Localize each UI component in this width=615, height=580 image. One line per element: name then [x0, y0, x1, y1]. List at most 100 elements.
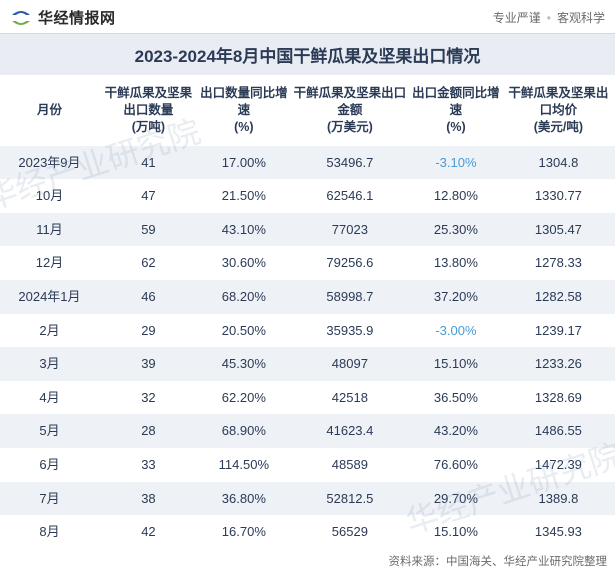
- data-table-wrap: 月份干鲜瓜果及坚果出口数量(万吨)出口数量同比增速(%)干鲜瓜果及坚果出口金额(…: [0, 75, 615, 549]
- table-row: 2023年9月4117.00%53496.7-3.10%1304.8: [0, 146, 615, 180]
- table-row: 11月5943.10%7702325.30%1305.47: [0, 213, 615, 247]
- table-cell: 3月: [0, 347, 99, 381]
- table-cell: 53496.7: [290, 146, 410, 180]
- table-cell: 48097: [290, 347, 410, 381]
- tagline-left: 专业严谨: [493, 11, 541, 25]
- table-row: 8月4216.70%5652915.10%1345.93: [0, 515, 615, 549]
- table-cell: 21.50%: [198, 179, 290, 213]
- table-cell: 68.90%: [198, 414, 290, 448]
- table-cell: 42: [99, 515, 198, 549]
- table-cell: 10月: [0, 179, 99, 213]
- table-cell: 59: [99, 213, 198, 247]
- table-cell: 6月: [0, 448, 99, 482]
- table-cell: 16.70%: [198, 515, 290, 549]
- table-cell: 33: [99, 448, 198, 482]
- table-cell: 58998.7: [290, 280, 410, 314]
- table-cell: 56529: [290, 515, 410, 549]
- brand-name: 华经情报网: [38, 7, 116, 28]
- table-row: 5月2868.90%41623.443.20%1486.55: [0, 414, 615, 448]
- table-cell: 30.60%: [198, 246, 290, 280]
- table-cell: 25.30%: [410, 213, 502, 247]
- table-cell: 46: [99, 280, 198, 314]
- table-cell: 1233.26: [502, 347, 615, 381]
- table-cell: 1486.55: [502, 414, 615, 448]
- table-cell: 38: [99, 482, 198, 516]
- tagline: 专业严谨•客观科学: [493, 9, 605, 26]
- table-cell: 1472.39: [502, 448, 615, 482]
- table-row: 12月6230.60%79256.613.80%1278.33: [0, 246, 615, 280]
- table-cell: 1305.47: [502, 213, 615, 247]
- table-cell: 2023年9月: [0, 146, 99, 180]
- table-cell: 29.70%: [410, 482, 502, 516]
- table-cell: 2月: [0, 314, 99, 348]
- table-row: 2月2920.50%35935.9-3.00%1239.17: [0, 314, 615, 348]
- table-cell: 47: [99, 179, 198, 213]
- table-cell: 114.50%: [198, 448, 290, 482]
- table-cell: 1389.8: [502, 482, 615, 516]
- table-cell: 62: [99, 246, 198, 280]
- table-row: 6月33114.50%4858976.60%1472.39: [0, 448, 615, 482]
- table-cell: 1345.93: [502, 515, 615, 549]
- col-header: 出口数量同比增速(%): [198, 75, 290, 146]
- table-row: 10月4721.50%62546.112.80%1330.77: [0, 179, 615, 213]
- table-cell: 48589: [290, 448, 410, 482]
- table-cell: 15.10%: [410, 347, 502, 381]
- table-cell: 62.20%: [198, 381, 290, 415]
- table-row: 4月3262.20%4251836.50%1328.69: [0, 381, 615, 415]
- tagline-right: 客观科学: [557, 11, 605, 25]
- table-cell: 1278.33: [502, 246, 615, 280]
- table-cell: 5月: [0, 414, 99, 448]
- table-cell: 1328.69: [502, 381, 615, 415]
- table-cell: 12月: [0, 246, 99, 280]
- table-row: 2024年1月4668.20%58998.737.20%1282.58: [0, 280, 615, 314]
- table-cell: 37.20%: [410, 280, 502, 314]
- col-header: 干鲜瓜果及坚果出口均价(美元/吨): [502, 75, 615, 146]
- table-cell: 62546.1: [290, 179, 410, 213]
- table-cell: 39: [99, 347, 198, 381]
- table-row: 7月3836.80%52812.529.70%1389.8: [0, 482, 615, 516]
- title-bar: 2023-2024年8月中国干鲜瓜果及坚果出口情况: [0, 34, 615, 75]
- table-cell: 8月: [0, 515, 99, 549]
- brand: 华经情报网: [10, 7, 116, 29]
- table-cell: 41623.4: [290, 414, 410, 448]
- table-cell: 17.00%: [198, 146, 290, 180]
- table-cell: 11月: [0, 213, 99, 247]
- table-body: 2023年9月4117.00%53496.7-3.10%1304.810月472…: [0, 146, 615, 549]
- table-cell: 42518: [290, 381, 410, 415]
- table-cell: 35935.9: [290, 314, 410, 348]
- col-header: 出口金额同比增速(%): [410, 75, 502, 146]
- table-cell: 43.10%: [198, 213, 290, 247]
- table-cell: 7月: [0, 482, 99, 516]
- table-cell: 45.30%: [198, 347, 290, 381]
- table-cell: 28: [99, 414, 198, 448]
- table-cell: -3.00%: [410, 314, 502, 348]
- table-cell: 36.50%: [410, 381, 502, 415]
- table-cell: 4月: [0, 381, 99, 415]
- table-cell: 15.10%: [410, 515, 502, 549]
- table-cell: 76.60%: [410, 448, 502, 482]
- table-cell: 12.80%: [410, 179, 502, 213]
- table-cell: 52812.5: [290, 482, 410, 516]
- table-cell: 1330.77: [502, 179, 615, 213]
- table-cell: -3.10%: [410, 146, 502, 180]
- page-title: 2023-2024年8月中国干鲜瓜果及坚果出口情况: [0, 42, 615, 67]
- table-cell: 77023: [290, 213, 410, 247]
- logo-icon: [10, 7, 32, 29]
- table-row: 3月3945.30%4809715.10%1233.26: [0, 347, 615, 381]
- table-cell: 1282.58: [502, 280, 615, 314]
- data-table: 月份干鲜瓜果及坚果出口数量(万吨)出口数量同比增速(%)干鲜瓜果及坚果出口金额(…: [0, 75, 615, 549]
- col-header: 月份: [0, 75, 99, 146]
- table-cell: 43.20%: [410, 414, 502, 448]
- table-cell: 1239.17: [502, 314, 615, 348]
- table-cell: 20.50%: [198, 314, 290, 348]
- table-cell: 68.20%: [198, 280, 290, 314]
- table-cell: 36.80%: [198, 482, 290, 516]
- table-cell: 79256.6: [290, 246, 410, 280]
- table-cell: 41: [99, 146, 198, 180]
- col-header: 干鲜瓜果及坚果出口金额(万美元): [290, 75, 410, 146]
- topbar: 华经情报网 专业严谨•客观科学: [0, 0, 615, 34]
- table-head: 月份干鲜瓜果及坚果出口数量(万吨)出口数量同比增速(%)干鲜瓜果及坚果出口金额(…: [0, 75, 615, 146]
- source-footer: 资料来源：中国海关、华经产业研究院整理: [0, 549, 615, 569]
- table-cell: 1304.8: [502, 146, 615, 180]
- table-cell: 2024年1月: [0, 280, 99, 314]
